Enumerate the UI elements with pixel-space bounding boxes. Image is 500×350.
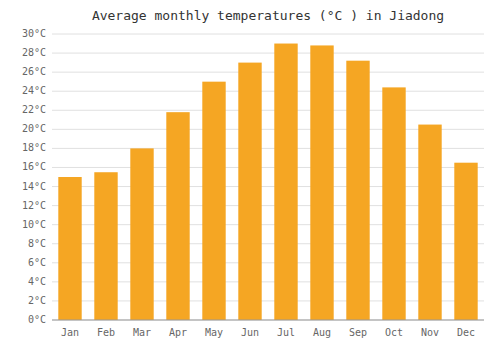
y-tick-label: 6°C xyxy=(28,257,46,268)
y-tick-label: 8°C xyxy=(28,238,46,249)
bar xyxy=(274,44,297,320)
bar xyxy=(58,177,81,320)
chart-container: Average monthly temperatures (°C ) in Ji… xyxy=(0,0,500,350)
bar xyxy=(238,63,261,320)
y-tick-label: 12°C xyxy=(22,200,46,211)
x-tick-label: Feb xyxy=(97,327,115,338)
y-tick-label: 20°C xyxy=(22,123,46,134)
grid-line xyxy=(52,320,484,321)
y-tick-label: 10°C xyxy=(22,219,46,230)
bar xyxy=(166,112,189,320)
y-tick-label: 16°C xyxy=(22,161,46,172)
x-tick-label: Jun xyxy=(241,327,259,338)
bar xyxy=(94,172,117,320)
y-axis: 0°C 2°C 4°C 6°C 8°C 10°C 12°C 14°C 16°C 18°C 20°C 2… xyxy=(22,28,484,325)
x-tick-label: Oct xyxy=(385,327,403,338)
y-tick-label: 2°C xyxy=(28,295,46,306)
bar xyxy=(310,45,333,320)
x-tick-label: Mar xyxy=(133,327,151,338)
x-tick-label: May xyxy=(205,327,223,338)
x-tick-label: Jul xyxy=(277,327,295,338)
y-tick-label: 30°C xyxy=(22,28,46,39)
x-tick-label: Jan xyxy=(61,327,79,338)
y-tick-label: 18°C xyxy=(22,142,46,153)
y-tick-label: 0°C xyxy=(28,314,46,325)
y-tick-label: 22°C xyxy=(22,104,46,115)
bar xyxy=(346,61,369,320)
x-axis: Jan Feb Mar Apr May Jun Jul Aug Sep Oct Nov Dec xyxy=(61,327,475,338)
x-axis-line xyxy=(52,320,484,321)
chart-title: Average monthly temperatures (°C ) in Ji… xyxy=(92,8,444,23)
y-tick-label: 28°C xyxy=(22,47,46,58)
grid-line xyxy=(52,34,484,35)
bar xyxy=(202,82,225,320)
x-tick-label: Apr xyxy=(169,327,187,338)
bar xyxy=(454,163,477,320)
grid-line xyxy=(52,91,484,92)
bars xyxy=(58,44,477,320)
y-tick-label: 4°C xyxy=(28,276,46,287)
y-tick-label: 24°C xyxy=(22,85,46,96)
bar xyxy=(418,125,441,320)
x-tick-label: Aug xyxy=(313,327,331,338)
grid-line xyxy=(52,53,484,54)
y-tick-label: 14°C xyxy=(22,181,46,192)
bar xyxy=(382,87,405,320)
x-tick-label: Nov xyxy=(421,327,439,338)
x-tick-label: Dec xyxy=(457,327,475,338)
chart-svg: Average monthly temperatures (°C ) in Ji… xyxy=(0,0,500,350)
bar xyxy=(130,148,153,320)
y-tick-label: 26°C xyxy=(22,66,46,77)
grid-line xyxy=(52,72,484,73)
grid-line xyxy=(52,110,484,111)
x-tick-label: Sep xyxy=(349,327,367,338)
